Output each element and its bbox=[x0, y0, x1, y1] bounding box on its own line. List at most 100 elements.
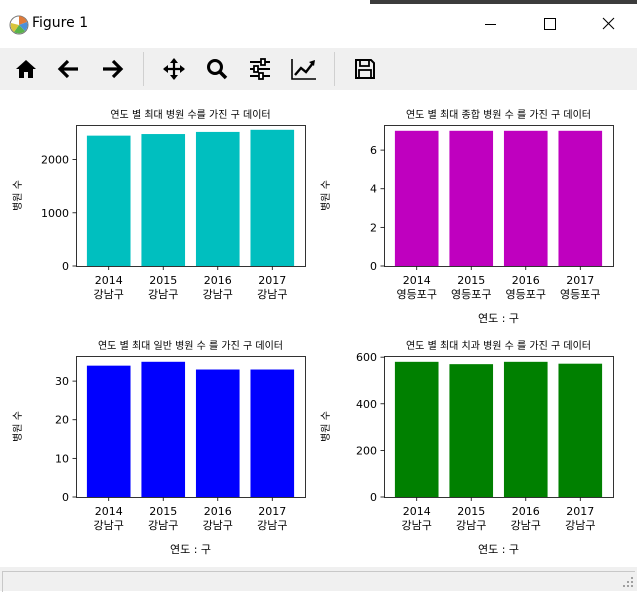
x-tick-label: 2016 bbox=[204, 274, 232, 287]
home-button[interactable] bbox=[10, 53, 42, 85]
back-button[interactable] bbox=[53, 53, 85, 85]
bar bbox=[394, 130, 439, 266]
subplot-title: 연도 별 최대 일반 병원 수 를 가진 구 데이터 bbox=[98, 340, 283, 352]
x-tick-label: 강남구 bbox=[402, 519, 432, 532]
subplot-title: 연도 별 최대 병원 수를 가진 구 데이터 bbox=[110, 109, 270, 121]
bar bbox=[503, 130, 548, 266]
y-tick-label: 4 bbox=[370, 183, 377, 196]
x-tick-label: 2017 bbox=[566, 274, 594, 287]
axes-frame bbox=[76, 356, 306, 498]
status-bar bbox=[0, 567, 637, 592]
y-tick-label: 10 bbox=[55, 452, 69, 465]
x-tick-label: 강남구 bbox=[257, 519, 287, 532]
y-tick-label: 200 bbox=[356, 444, 377, 457]
bar bbox=[449, 364, 494, 497]
x-axis-label: 연도 : 구 bbox=[170, 543, 211, 556]
y-axis-label: 병원 수 bbox=[320, 180, 332, 211]
y-tick-label: 1000 bbox=[41, 207, 69, 220]
x-tick-label: 2016 bbox=[204, 505, 232, 518]
x-tick-label: 2014 bbox=[95, 505, 123, 518]
x-tick-label: 2017 bbox=[258, 274, 286, 287]
close-icon bbox=[602, 17, 615, 30]
x-tick-label: 강남구 bbox=[148, 288, 178, 301]
edit-axes-button[interactable] bbox=[287, 53, 319, 85]
toolbar-separator bbox=[334, 52, 335, 86]
x-tick-label: 2014 bbox=[95, 274, 123, 287]
move-icon bbox=[163, 58, 185, 80]
bar bbox=[394, 361, 439, 497]
resize-grip-icon[interactable] bbox=[621, 575, 635, 589]
x-tick-label: 2017 bbox=[258, 505, 286, 518]
minimize-icon bbox=[485, 24, 496, 25]
x-tick-label: 강남구 bbox=[94, 519, 124, 532]
x-tick-label: 2017 bbox=[566, 505, 594, 518]
bar bbox=[449, 130, 494, 266]
y-axis-label: 병원 수 bbox=[12, 180, 24, 211]
axes-frame bbox=[384, 125, 614, 267]
y-tick-label: 0 bbox=[370, 260, 377, 273]
bar bbox=[195, 131, 240, 266]
y-tick-label: 0 bbox=[370, 491, 377, 504]
x-tick-label: 강남구 bbox=[257, 288, 287, 301]
x-tick-label: 2015 bbox=[457, 274, 485, 287]
navigation-toolbar bbox=[0, 48, 637, 90]
x-tick-label: 강남구 bbox=[148, 519, 178, 532]
pan-button[interactable] bbox=[158, 53, 190, 85]
subplots-button[interactable] bbox=[244, 53, 276, 85]
arrow-right-icon bbox=[103, 59, 124, 79]
figure-canvas: 0100020002014강남구2015강남구2016강남구2017강남구연도 … bbox=[12, 109, 614, 556]
bar bbox=[195, 369, 240, 497]
x-tick-label: 강남구 bbox=[203, 288, 233, 301]
y-axis-label: 병원 수 bbox=[12, 411, 24, 442]
y-axis-label: 병원 수 bbox=[320, 411, 332, 442]
x-tick-label: 2015 bbox=[149, 274, 177, 287]
maximize-icon bbox=[544, 18, 556, 30]
x-tick-label: 2016 bbox=[512, 505, 540, 518]
y-tick-label: 2 bbox=[370, 221, 377, 234]
close-button[interactable] bbox=[586, 8, 632, 40]
x-tick-label: 2014 bbox=[403, 274, 431, 287]
bar bbox=[141, 134, 186, 266]
x-tick-label: 영등포구 bbox=[451, 288, 491, 301]
bar bbox=[86, 135, 131, 266]
bar bbox=[141, 361, 186, 497]
bar bbox=[503, 361, 548, 497]
zoom-button[interactable] bbox=[201, 53, 233, 85]
toolbar-separator bbox=[143, 52, 144, 86]
status-message-area bbox=[2, 571, 635, 592]
subplot-title: 연도 별 최대 치과 병원 수 를 가진 구 데이터 bbox=[406, 340, 591, 352]
x-tick-label: 강남구 bbox=[94, 288, 124, 301]
y-tick-label: 30 bbox=[55, 375, 69, 388]
forward-button[interactable] bbox=[96, 53, 128, 85]
sliders-icon bbox=[250, 58, 270, 80]
axes-frame bbox=[384, 356, 614, 498]
x-tick-label: 강남구 bbox=[511, 519, 541, 532]
x-tick-label: 2016 bbox=[512, 274, 540, 287]
bar bbox=[558, 130, 603, 266]
home-icon bbox=[16, 60, 36, 78]
x-tick-label: 강남구 bbox=[203, 519, 233, 532]
window-title: Figure 1 bbox=[32, 15, 89, 31]
x-tick-label: 영등포구 bbox=[396, 288, 436, 301]
x-axis-label: 연도 : 구 bbox=[478, 543, 519, 556]
minimize-button[interactable] bbox=[467, 8, 513, 40]
save-button[interactable] bbox=[349, 53, 381, 85]
subplot-title: 연도 별 최대 종합 병원 수 를 가진 구 데이터 bbox=[406, 109, 591, 121]
y-tick-label: 600 bbox=[356, 351, 377, 364]
magnifier-icon bbox=[207, 59, 228, 80]
bar bbox=[86, 365, 131, 497]
bar bbox=[250, 129, 295, 266]
y-tick-label: 400 bbox=[356, 398, 377, 411]
arrow-left-icon bbox=[57, 59, 78, 79]
x-tick-label: 영등포구 bbox=[560, 288, 600, 301]
x-tick-label: 영등포구 bbox=[506, 288, 546, 301]
x-tick-label: 2015 bbox=[149, 505, 177, 518]
title-accent-strip bbox=[370, 0, 637, 4]
subplot-1: 0100020002014강남구2015강남구2016강남구2017강남구연도 … bbox=[12, 109, 306, 301]
maximize-button[interactable] bbox=[527, 8, 573, 40]
subplot-4: 02004006002014강남구2015강남구2016강남구2017강남구연도… bbox=[320, 340, 614, 556]
y-tick-label: 6 bbox=[370, 144, 377, 157]
y-tick-label: 2000 bbox=[41, 154, 69, 167]
